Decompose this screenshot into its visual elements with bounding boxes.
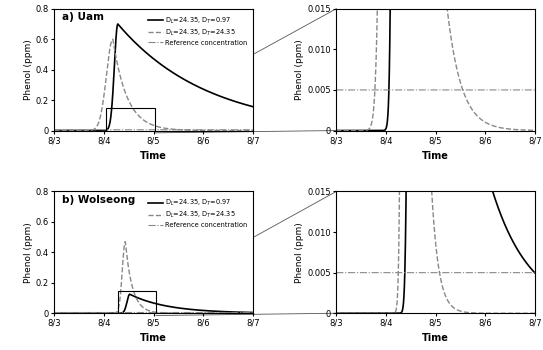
Legend: D$_L$=24.35, D$_T$=0.97, D$_L$=24.35, D$_T$=24.35, Reference concentration: D$_L$=24.35, D$_T$=0.97, D$_L$=24.35, D$… <box>146 13 250 48</box>
X-axis label: Time: Time <box>422 333 449 343</box>
Bar <box>118 291 156 316</box>
Y-axis label: Phenol (ppm): Phenol (ppm) <box>24 222 33 283</box>
Bar <box>106 108 155 133</box>
Text: b) Wolseong: b) Wolseong <box>62 195 136 205</box>
Y-axis label: Phenol (ppm): Phenol (ppm) <box>24 39 33 100</box>
X-axis label: Time: Time <box>140 150 167 161</box>
X-axis label: Time: Time <box>140 333 167 343</box>
Y-axis label: Phenol (ppm): Phenol (ppm) <box>295 222 304 283</box>
Y-axis label: Phenol (ppm): Phenol (ppm) <box>295 39 304 100</box>
Legend: D$_L$=24.35, D$_T$=0.97, D$_L$=24.35, D$_T$=24.35, Reference concentration: D$_L$=24.35, D$_T$=0.97, D$_L$=24.35, D$… <box>146 196 250 230</box>
Text: a) Uam: a) Uam <box>62 12 104 22</box>
X-axis label: Time: Time <box>422 150 449 161</box>
